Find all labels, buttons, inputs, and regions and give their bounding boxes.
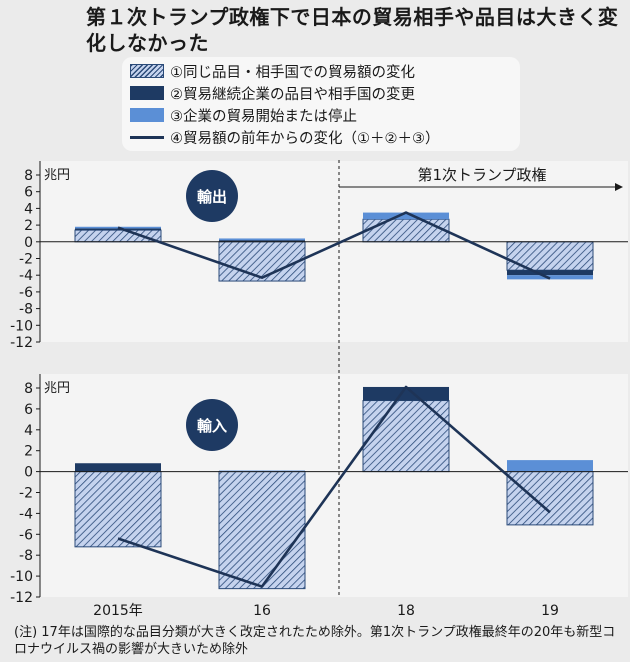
- y-tick-label: 0: [24, 465, 33, 481]
- bar-segment-product: [75, 463, 161, 472]
- export-badge-label: 輸出: [197, 188, 227, 206]
- legend: ①同じ品目・相手国での貿易額の変化 ②貿易継続企業の品目や相手国の変更 ③企業の…: [122, 57, 520, 151]
- y-tick-label: 6: [24, 185, 33, 201]
- legend-label: ④貿易額の前年からの変化（①＋②＋③）: [170, 130, 440, 147]
- y-tick-label: -10: [10, 569, 33, 585]
- era-label: 第1次トランプ政権: [417, 166, 546, 184]
- y-unit-label: 兆円: [44, 381, 70, 396]
- bar-segment-same: [506, 471, 594, 526]
- y-tick-label: -6: [19, 285, 33, 301]
- y-unit-label: 兆円: [44, 168, 70, 183]
- y-tick-label: -8: [19, 548, 33, 564]
- export-badge-circle: [186, 170, 238, 222]
- y-tick-label: 4: [24, 201, 33, 217]
- y-tick-label: -4: [19, 268, 33, 284]
- bar-segment-same: [362, 400, 450, 473]
- bar-segment-entry: [219, 238, 305, 241]
- footnote: (注) 17年は国際的な品目分類が大きく改定されたため除外。第1次トランプ政権最…: [14, 625, 616, 657]
- y-tick-label: -2: [19, 486, 33, 502]
- bar-segment-same: [362, 218, 450, 243]
- y-tick-label: 6: [24, 402, 33, 418]
- bar-segment-entry: [363, 212, 449, 220]
- import-badge: 輸入: [186, 399, 238, 451]
- x-tick-label: 2015年: [93, 603, 143, 619]
- y-tick-label: -10: [10, 318, 33, 334]
- import-badge-label: 輸入: [197, 417, 227, 435]
- x-tick-label: 16: [253, 603, 271, 619]
- total-change-line: [117, 385, 551, 588]
- legend-item-same-product: ①同じ品目・相手国での貿易額の変化: [130, 60, 415, 82]
- bar-segment-product: [363, 386, 449, 401]
- import-badge-circle: [186, 399, 238, 451]
- y-tick-label: -12: [10, 335, 33, 351]
- y-tick-label: 2: [24, 444, 33, 460]
- y-tick-label: 2: [24, 218, 33, 234]
- legend-item-product-change: ②貿易継続企業の品目や相手国の変更: [130, 82, 415, 104]
- bar-segment-same: [218, 241, 306, 282]
- legend-item-total-change: ④貿易額の前年からの変化（①＋②＋③）: [130, 126, 440, 148]
- y-tick-label: -6: [19, 527, 33, 543]
- bar-segment-product: [219, 240, 305, 242]
- legend-label: ①同じ品目・相手国での貿易額の変化: [170, 64, 415, 81]
- bar-segment-product: [75, 228, 161, 231]
- bar-segment-same: [74, 471, 162, 548]
- y-tick-label: 8: [24, 381, 33, 397]
- x-tick-label: 18: [397, 603, 415, 619]
- legend-swatch-mid: [130, 108, 164, 122]
- import-panel: 8 6 4 2 0 -2 -4 -6 -8 -10 -12 兆円: [10, 374, 628, 606]
- y-tick-label: 0: [24, 235, 33, 251]
- legend-label: ③企業の貿易開始または停止: [170, 108, 357, 125]
- y-tick-label: -8: [19, 302, 33, 318]
- bar-segment-product: [507, 270, 593, 276]
- y-tick-label: -12: [10, 590, 33, 606]
- legend-swatch-line: [130, 135, 164, 139]
- legend-swatch-hatch: [130, 64, 164, 78]
- legend-item-entry-exit: ③企業の貿易開始または停止: [130, 104, 357, 126]
- y-tick-label: 4: [24, 423, 33, 439]
- y-tick-label: -4: [19, 506, 33, 522]
- export-badge: 輸出: [186, 170, 238, 222]
- bar-segment-same: [218, 471, 306, 590]
- total-change-line: [117, 211, 551, 280]
- bar-segment-same: [74, 229, 162, 243]
- legend-swatch-dark: [130, 86, 164, 100]
- x-tick-label: 19: [541, 603, 559, 619]
- chart-title: 第１次トランプ政権下で日本の貿易相手や品目は大きく変化しなかった: [86, 5, 619, 55]
- bar-segment-entry: [219, 470, 305, 472]
- bar-segment-entry: [507, 460, 593, 472]
- legend-label: ②貿易継続企業の品目や相手国の変更: [170, 86, 415, 103]
- x-axis-labels: 2015年 16 18 19: [93, 603, 559, 619]
- y-tick-label: -2: [19, 252, 33, 268]
- y-tick-label: 8: [24, 168, 33, 184]
